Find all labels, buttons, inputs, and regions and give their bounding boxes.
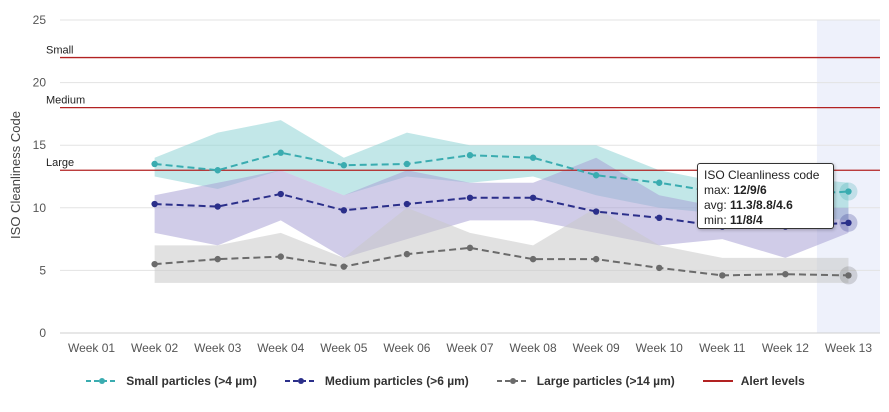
x-tick-label-8: Week 08 — [510, 341, 557, 355]
legend-item-alert[interactable]: Alert levels — [701, 374, 805, 388]
point-small-4[interactable] — [277, 149, 284, 156]
point-small-10[interactable] — [656, 179, 663, 186]
x-tick-label-13: Week 13 — [825, 341, 872, 355]
point-small-9[interactable] — [592, 172, 600, 179]
point-medium-8[interactable] — [529, 194, 537, 201]
y-axis-label: ISO Cleanliness Code — [8, 111, 23, 239]
point-medium-3[interactable] — [214, 203, 221, 210]
tooltip-min-label: min: — [704, 213, 727, 227]
x-tick-label-5: Week 05 — [320, 341, 367, 355]
tooltip-min-row: min: 11/8/4 — [704, 213, 827, 228]
point-small-7[interactable] — [466, 152, 474, 159]
point-medium-7[interactable] — [466, 194, 474, 201]
point-small-2[interactable] — [151, 160, 158, 168]
x-tick-label-4: Week 04 — [257, 341, 304, 355]
point-large-13[interactable] — [845, 272, 852, 279]
y-tick-label-20: 20 — [33, 76, 47, 90]
x-tick-label-9: Week 09 — [573, 341, 620, 355]
point-large-10[interactable] — [656, 264, 663, 272]
point-large-9[interactable] — [592, 255, 600, 263]
alert-label-small: Small — [46, 45, 74, 57]
point-large-4[interactable] — [277, 253, 284, 260]
tooltip-min-value: 11/8/4 — [730, 213, 763, 227]
point-medium-13[interactable] — [845, 219, 852, 227]
tooltip-max-row: max: 12/9/6 — [704, 183, 827, 198]
legend-item-small[interactable]: Small particles (>4 µm) — [84, 374, 257, 388]
point-medium-4[interactable] — [277, 190, 284, 198]
legend-item-medium[interactable]: Medium particles (>6 µm) — [283, 374, 469, 388]
x-tick-label-1: Week 01 — [68, 341, 115, 355]
tooltip: ISO Cleanliness code max: 12/9/6 avg: 11… — [697, 163, 834, 229]
legend: Small particles (>4 µm) Medium particles… — [0, 366, 889, 396]
legend-large-swatch-icon — [496, 378, 529, 384]
point-large-2[interactable] — [151, 260, 158, 268]
point-small-6[interactable] — [403, 160, 411, 168]
tooltip-avg-row: avg: 11.3/8.8/4.6 — [704, 198, 827, 213]
point-small-8[interactable] — [529, 154, 537, 161]
point-medium-2[interactable] — [151, 200, 158, 208]
alert-label-medium: Medium — [46, 95, 85, 107]
x-tick-label-6: Week 06 — [383, 341, 430, 355]
tooltip-avg-label: avg: — [704, 198, 727, 212]
chart: Small Medium Large 0 5 10 15 20 25 Week 01 Week 0… — [8, 13, 880, 355]
tooltip-max-label: max: — [704, 183, 731, 197]
legend-label-alert: Alert levels — [740, 374, 805, 388]
legend-alert-swatch-icon — [702, 380, 733, 382]
point-small-5[interactable] — [340, 162, 348, 169]
legend-label-small: Small particles (>4 µm) — [126, 374, 257, 388]
series-line-large — [154, 246, 849, 277]
legend-item-large[interactable]: Large particles (>14 µm) — [495, 374, 675, 388]
point-small-3[interactable] — [214, 167, 221, 174]
x-tick-label-7: Week 07 — [446, 341, 493, 355]
point-large-11[interactable] — [719, 272, 726, 279]
point-medium-10[interactable] — [656, 214, 663, 222]
point-large-8[interactable] — [529, 255, 537, 263]
y-tick-label-15: 15 — [33, 138, 47, 152]
x-tick-label-12: Week 12 — [762, 341, 809, 355]
point-large-5[interactable] — [340, 263, 348, 270]
point-medium-5[interactable] — [340, 207, 348, 214]
x-tick-label-3: Week 03 — [194, 341, 241, 355]
point-medium-6[interactable] — [403, 200, 411, 208]
y-tick-label-25: 25 — [33, 13, 47, 27]
alert-label-large: Large — [46, 157, 74, 169]
tooltip-max-value: 12/9/6 — [733, 183, 767, 197]
legend-small-swatch-icon — [86, 378, 119, 384]
point-medium-9[interactable] — [592, 208, 600, 215]
point-large-3[interactable] — [214, 255, 221, 263]
range-band-medium — [154, 157, 849, 258]
legend-medium-swatch-icon — [284, 378, 317, 384]
point-large-12[interactable] — [782, 270, 789, 278]
point-small-13[interactable] — [845, 188, 852, 195]
point-large-6[interactable] — [403, 250, 411, 258]
y-tick-label-10: 10 — [33, 201, 47, 215]
point-large-7[interactable] — [466, 244, 474, 252]
tooltip-title: ISO Cleanliness code — [704, 168, 820, 182]
range-band-large — [154, 207, 849, 283]
y-tick-label-5: 5 — [39, 263, 46, 277]
x-tick-label-2: Week 02 — [131, 341, 178, 355]
legend-label-large: Large particles (>14 µm) — [536, 374, 675, 388]
y-tick-label-0: 0 — [39, 326, 46, 340]
x-tick-label-10: Week 10 — [636, 341, 683, 355]
legend-label-medium: Medium particles (>6 µm) — [324, 374, 469, 388]
tooltip-avg-value: 11.3/8.8/4.6 — [730, 198, 793, 212]
x-tick-label-11: Week 11 — [699, 341, 746, 355]
